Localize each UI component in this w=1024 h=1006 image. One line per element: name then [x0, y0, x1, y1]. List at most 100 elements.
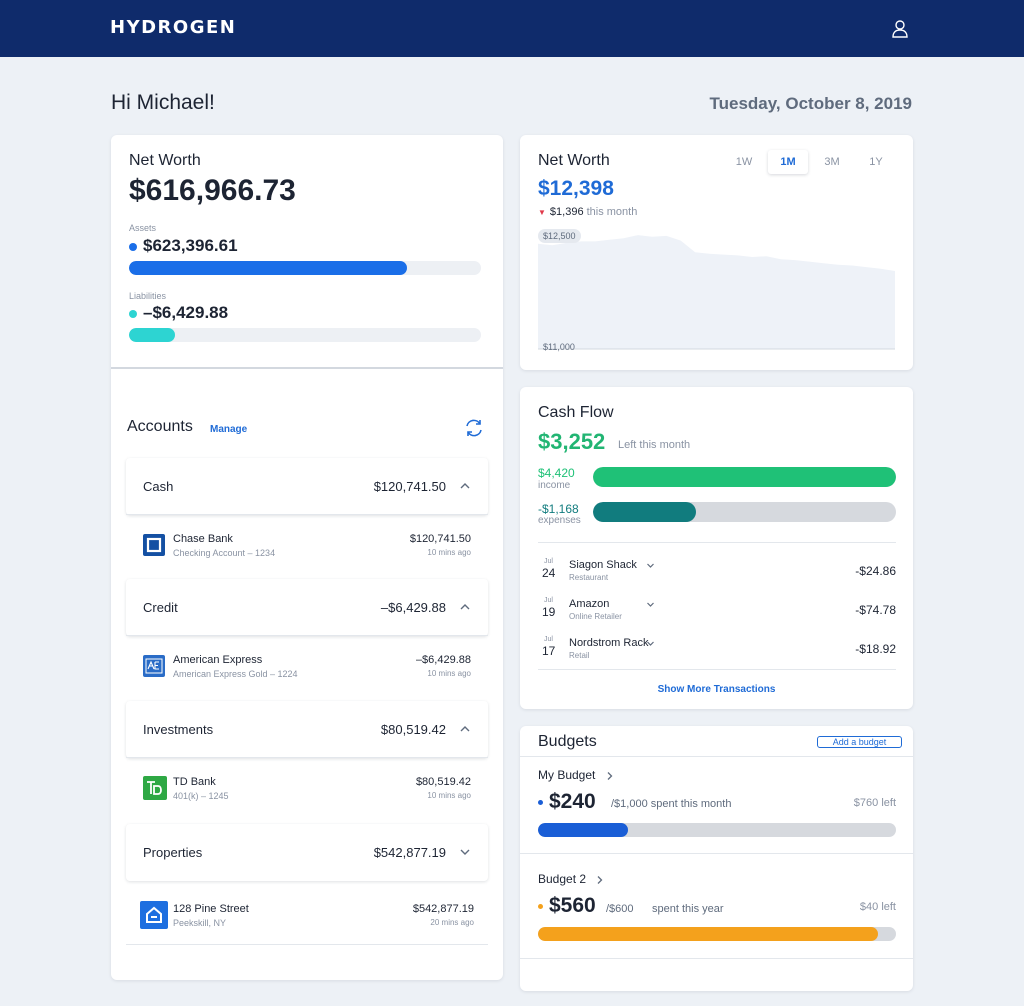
net-worth-area-series [538, 235, 895, 349]
transaction-month: Jul [544, 597, 553, 604]
add-budget-button[interactable]: Add a budget [817, 736, 902, 748]
show-more-transactions-link[interactable]: Show More Transactions [657, 684, 776, 695]
change-note: this month [586, 206, 638, 218]
budget-name-link[interactable]: My Budget [538, 768, 615, 782]
budget-of-total: /$600 [606, 903, 634, 915]
account-group-properties: Properties $542,877.19 [126, 824, 488, 881]
income-value: $4,420 [538, 466, 575, 480]
manage-accounts-link[interactable]: Manage [210, 424, 248, 435]
home-logo-icon [140, 901, 168, 929]
liabilities-bar-fill [129, 328, 175, 342]
budget-spent-line: $560 [538, 894, 596, 918]
assets-bar [129, 261, 481, 275]
account-group-investments: Investments $80,519.42 [126, 701, 488, 758]
top-nav-bar: HYDROGEN [0, 0, 1024, 57]
assets-dot-icon [129, 242, 137, 251]
app-logo[interactable]: HYDROGEN [110, 17, 237, 38]
change-amount: $1,396 [549, 206, 584, 218]
transaction-amount: -$24.86 [855, 564, 896, 578]
liabilities-value-line: –$6,429.88 [129, 303, 228, 323]
chevron-right-icon [607, 771, 613, 780]
y-axis-max-label: $12,500 [538, 229, 581, 243]
transaction-row[interactable]: Jul 17 Nordstrom Rack Retail -$18.92 [538, 636, 896, 675]
chevron-right-icon [597, 875, 603, 884]
net-worth-accounts-card: Net Worth $616,966.73 Assets $623,396.61… [111, 135, 503, 980]
chevron-down-icon[interactable] [646, 600, 655, 609]
assets-bar-fill [129, 261, 408, 275]
tab-1y[interactable]: 1Y [869, 156, 883, 168]
group-name: Credit [143, 600, 178, 615]
refresh-icon[interactable] [463, 417, 485, 439]
section-divider [520, 756, 913, 757]
budget-progress-fill [538, 927, 879, 941]
group-total: $542,877.19 [373, 845, 446, 860]
y-axis-min-label: $11,000 [543, 342, 575, 352]
expenses-label: expenses [538, 515, 581, 526]
account-row[interactable]: 128 Pine Street Peekskill, NY $542,877.1… [126, 885, 488, 947]
transaction-day: 24 [542, 566, 556, 580]
account-group-header[interactable]: Credit –$6,429.88 [126, 579, 488, 636]
tab-3m[interactable]: 3M [824, 156, 840, 168]
amex-logo-icon [143, 655, 165, 677]
chevron-down-icon[interactable] [646, 639, 655, 648]
td-logo-icon [143, 776, 167, 800]
monthly-change: ▼ $1,396 this month [538, 206, 637, 218]
chase-logo-icon [143, 534, 165, 556]
tab-1w[interactable]: 1W [735, 156, 753, 168]
budget-name-link[interactable]: Budget 2 [538, 872, 605, 886]
budget-of-total: /$1,000 spent this month [611, 798, 732, 810]
chevron-down-icon[interactable] [646, 561, 655, 570]
account-row[interactable]: TD Bank 401(k) – 1245 $80,519.42 10 mins… [126, 758, 488, 820]
section-divider [520, 853, 913, 854]
net-worth-title: Net Worth [129, 152, 201, 169]
account-row[interactable]: Chase Bank Checking Account – 1234 $120,… [126, 515, 488, 577]
expenses-bar [593, 502, 896, 522]
group-name: Cash [143, 479, 174, 494]
transaction-merchant: Amazon [569, 598, 610, 610]
account-updated-time: 10 mins ago [427, 669, 471, 678]
chart-net-worth-amount: $12,398 [538, 177, 614, 200]
transaction-row[interactable]: Jul 24 Siagon Shack Restaurant -$24.86 [538, 558, 896, 597]
account-name: American Express [173, 654, 263, 666]
account-row[interactable]: American Express American Express Gold –… [126, 636, 488, 698]
greeting-text: Hi Michael! [111, 91, 215, 114]
budget-spent: $560 [549, 894, 596, 917]
current-date: Tuesday, October 8, 2019 [709, 94, 912, 113]
cash-flow-card: Cash Flow $3,252 Left this month $4,420 … [520, 387, 913, 709]
assets-label: Assets [129, 223, 157, 233]
expenses-bar-fill [593, 502, 697, 522]
row-divider [126, 944, 488, 945]
group-total: $120,741.50 [373, 479, 446, 494]
assets-value-line: $623,396.61 [129, 236, 238, 256]
budget-dot-icon [538, 799, 543, 805]
account-subtitle: Checking Account – 1234 [173, 548, 276, 558]
budget-name: Budget 2 [538, 872, 587, 886]
budget-spent-line: $240 [538, 790, 596, 814]
group-total: –$6,429.88 [380, 600, 446, 615]
transaction-amount: -$18.92 [855, 642, 896, 656]
transaction-month: Jul [544, 636, 553, 643]
tab-1m[interactable]: 1M [768, 150, 808, 174]
range-tabs: 1W 1M 3M 1Y [724, 150, 896, 174]
transaction-merchant: Nordstrom Rack [569, 637, 649, 649]
transaction-month: Jul [544, 558, 553, 565]
section-divider [538, 542, 896, 543]
account-group-header[interactable]: Properties $542,877.19 [126, 824, 488, 881]
chart-title: Net Worth [538, 152, 610, 169]
group-name: Investments [143, 722, 214, 737]
transaction-amount: -$74.78 [855, 603, 896, 617]
liabilities-dot-icon [129, 309, 137, 318]
account-group-header[interactable]: Cash $120,741.50 [126, 458, 488, 515]
budget-progress-bar [538, 927, 896, 941]
user-profile-icon[interactable] [888, 17, 912, 41]
cash-flow-title: Cash Flow [538, 404, 614, 421]
budgets-card: Budgets Add a budget My Budget $240 /$1,… [520, 726, 913, 991]
account-amount: –$6,429.88 [415, 654, 471, 666]
account-group-header[interactable]: Investments $80,519.42 [126, 701, 488, 758]
liabilities-label: Liabilities [129, 291, 167, 301]
group-name: Properties [143, 845, 203, 860]
account-group-credit: Credit –$6,429.88 [126, 579, 488, 636]
budgets-title: Budgets [538, 733, 597, 750]
transaction-row[interactable]: Jul 19 Amazon Online Retailer -$74.78 [538, 597, 896, 636]
section-divider [520, 958, 913, 959]
